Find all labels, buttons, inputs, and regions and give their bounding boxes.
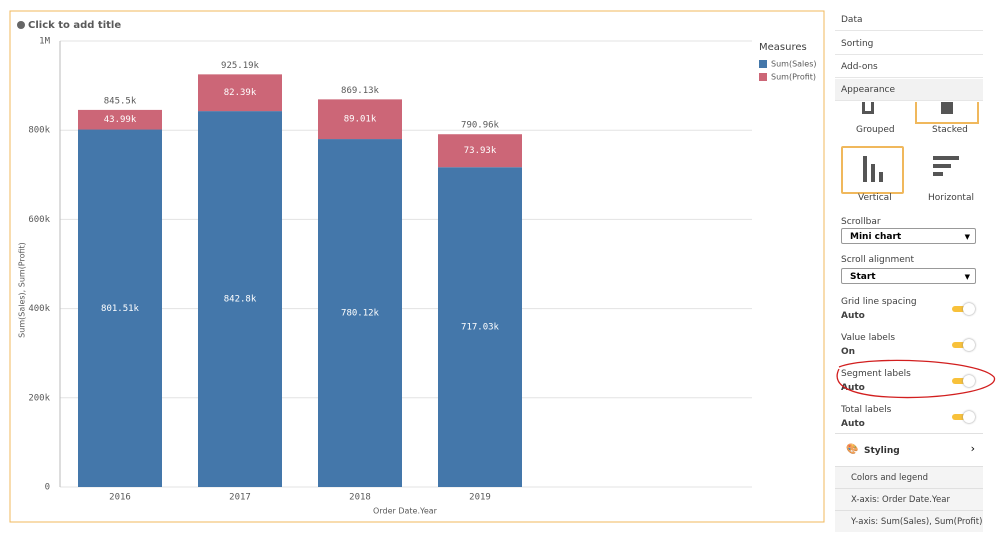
toggle[interactable]: [952, 375, 976, 387]
toggle[interactable]: [952, 303, 976, 315]
toggle-label: Value labels: [841, 333, 896, 343]
total-label: 869.13k: [341, 86, 380, 96]
toggle-label: Segment labels: [841, 369, 911, 379]
setting-label: Scroll alignment: [841, 255, 915, 265]
bar-segment: [438, 134, 522, 168]
segment-label: 717.03k: [461, 323, 500, 333]
y-tick-label: 200k: [28, 393, 50, 403]
bar-segment: [78, 109, 162, 130]
x-tick-label: 2016: [109, 493, 131, 503]
bar-segment: [318, 139, 402, 488]
section[interactable]: X-axis: Order Date.Year: [835, 488, 983, 510]
segment-label: 780.12k: [341, 309, 380, 319]
legend-label: Sum(Sales): [771, 60, 816, 69]
legend-swatch: [759, 60, 767, 68]
chart: Click to add title Sum(Sales), Sum(Profi…: [9, 10, 825, 523]
total-label: 925.19k: [221, 61, 260, 71]
add-icon: [17, 21, 25, 29]
styling-row[interactable]: 🎨 Styling ›: [835, 433, 983, 468]
toggle[interactable]: [952, 339, 976, 351]
legend-swatch: [759, 73, 767, 81]
tab[interactable]: Data: [835, 9, 983, 31]
legend-label: Sum(Profit): [771, 73, 816, 82]
toggle-value: On: [841, 347, 856, 357]
option-box[interactable]: [841, 146, 904, 194]
segment-label: 842.8k: [224, 295, 257, 305]
segment-label: 89.01k: [344, 115, 377, 125]
option-label[interactable]: Grouped: [856, 125, 895, 135]
y-axis-title: Sum(Sales), Sum(Profit): [18, 242, 27, 338]
setting-label: Scrollbar: [841, 217, 881, 227]
tab[interactable]: Sorting: [835, 33, 983, 55]
y-tick-label: 600k: [28, 215, 50, 225]
x-tick-label: 2018: [349, 493, 371, 503]
annotation: [836, 359, 996, 399]
toggle-value: Auto: [841, 419, 865, 429]
bar-segment: [198, 111, 282, 487]
dropdown[interactable]: Mini chart: [841, 228, 976, 245]
x-tick-label: 2019: [469, 493, 491, 503]
toggle-label: Grid line spacing: [841, 297, 917, 307]
segment-label: 801.51k: [101, 304, 140, 314]
x-tick-label: 2017: [229, 493, 251, 503]
bar-segment: [198, 74, 282, 112]
y-tick-label: 1M: [39, 37, 50, 47]
option-label[interactable]: Vertical: [858, 193, 892, 203]
y-tick-label: 400k: [28, 304, 50, 314]
segment-label: 82.39k: [224, 88, 257, 98]
selection-frame: [9, 10, 825, 523]
toggle-value: Auto: [841, 383, 865, 393]
bar-segment: [78, 129, 162, 487]
segment-label: 43.99k: [104, 115, 137, 125]
chart-title[interactable]: Click to add title: [28, 20, 121, 31]
option-label[interactable]: Stacked: [932, 125, 968, 135]
toggle[interactable]: [952, 411, 976, 423]
tab[interactable]: Add-ons: [835, 56, 983, 78]
option-icon: [862, 102, 874, 114]
option-label[interactable]: Horizontal: [928, 193, 974, 203]
section[interactable]: Y-axis: Sum(Sales), Sum(Profit): [835, 510, 983, 532]
dropdown[interactable]: Start: [841, 268, 976, 285]
section[interactable]: Colors and legend: [835, 466, 983, 488]
x-axis-title: Order Date.Year: [373, 507, 438, 516]
option-icon: [933, 156, 959, 176]
tab[interactable]: Appearance: [835, 79, 983, 101]
legend-title: Measures: [759, 42, 807, 53]
bar-segment: [438, 167, 522, 487]
segment-label: 73.93k: [464, 146, 497, 156]
total-label: 845.5k: [104, 96, 137, 106]
y-tick-label: 800k: [28, 126, 50, 136]
y-tick-label: 0: [45, 483, 50, 493]
option-box[interactable]: [915, 102, 979, 124]
toggle-value: Auto: [841, 311, 865, 321]
toggle-label: Total labels: [841, 405, 892, 415]
bar-segment: [318, 99, 402, 140]
total-label: 790.96k: [461, 121, 500, 131]
